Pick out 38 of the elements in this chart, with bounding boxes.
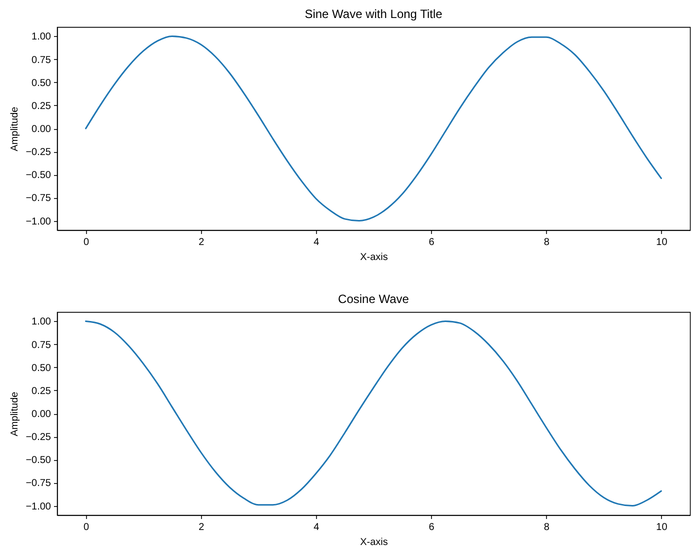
y-tick-label: −1.00 [26,216,52,228]
x-tick-label: 4 [314,237,320,248]
x-tick-label: 10 [656,237,668,248]
y-axis-title: Amplitude [10,391,21,436]
y-tick-label: 0.00 [32,409,52,420]
y-tick-label: −0.75 [26,478,52,490]
y-axis-title: Amplitude [10,106,21,152]
x-axis-title: X-axis [360,252,388,263]
y-tick-label: 0.50 [32,78,52,89]
x-axis-title: X-axis [360,537,388,548]
x-tick-label: 0 [83,522,90,533]
y-tick-label: −0.25 [26,147,52,158]
x-tick-label: 2 [198,237,205,248]
y-tick-label: 1.00 [32,316,52,328]
y-tick-label: 0.50 [32,362,52,374]
y-tick-label: 1.00 [32,32,52,43]
y-tick-label: −1.00 [26,501,52,512]
y-tick-label: 0.00 [32,124,52,135]
chart-title: Sine Wave with Long Title [304,7,443,21]
x-tick-label: 4 [314,522,320,533]
x-tick-label: 8 [544,522,550,533]
chart-title: Cosine Wave [338,292,410,306]
y-tick-label: −0.25 [26,432,52,444]
line-series [85,320,662,507]
y-tick-label: −0.75 [26,193,52,204]
x-tick-label: 8 [544,237,550,248]
y-tick-label: 0.75 [32,54,52,66]
x-tick-label: 6 [428,522,435,533]
y-tick-label: −0.50 [26,170,52,182]
y-tick-label: 0.25 [32,386,52,397]
x-tick-label: 0 [83,237,90,248]
line-series [85,35,662,222]
y-tick-label: 0.25 [32,100,52,112]
x-tick-label: 2 [198,522,205,533]
y-tick-label: 0.75 [32,340,52,351]
x-tick-label: 6 [428,237,435,248]
y-tick-label: −0.50 [26,455,52,466]
x-tick-label: 10 [656,522,668,533]
